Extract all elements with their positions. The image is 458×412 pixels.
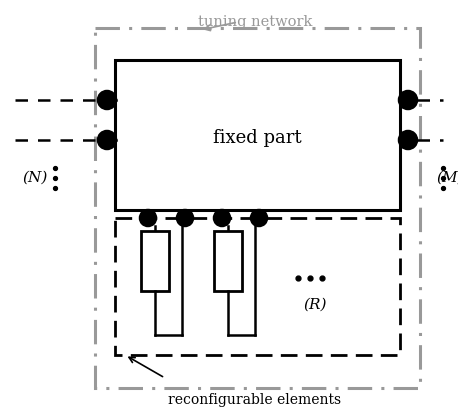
Text: (N): (N) — [22, 171, 48, 185]
Text: fixed part: fixed part — [213, 129, 301, 147]
Circle shape — [140, 210, 156, 226]
Circle shape — [98, 91, 116, 109]
Bar — [115, 60, 400, 210]
Bar — [115, 218, 400, 355]
Circle shape — [399, 91, 417, 109]
Circle shape — [98, 131, 116, 149]
Circle shape — [214, 210, 230, 226]
Circle shape — [251, 210, 267, 226]
Bar — [141, 231, 169, 291]
Text: (M): (M) — [436, 171, 458, 185]
Bar — [95, 28, 420, 388]
Circle shape — [399, 131, 417, 149]
Text: tuning network: tuning network — [198, 15, 312, 29]
Text: reconfigurable elements: reconfigurable elements — [169, 393, 342, 407]
Circle shape — [177, 210, 193, 226]
Bar — [214, 231, 242, 291]
Text: (R): (R) — [303, 298, 327, 312]
